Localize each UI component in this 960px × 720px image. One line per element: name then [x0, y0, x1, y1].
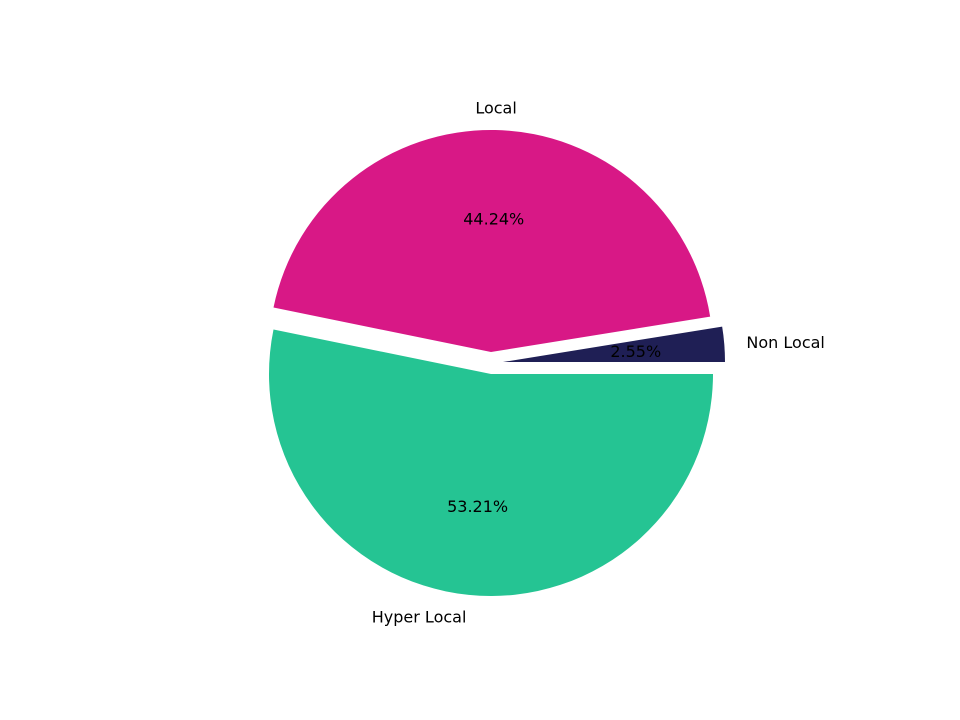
label-local: Local: [475, 98, 516, 117]
pct-label-local: 44.24%: [463, 209, 524, 228]
label-non-local: Non Local: [746, 333, 824, 352]
label-hyper-local: Hyper Local: [372, 607, 467, 626]
pct-label-non-local: 2.55%: [610, 342, 661, 361]
wedge-hyper-local: [269, 329, 713, 597]
wedge-non-local: [503, 326, 725, 362]
wedges: [269, 130, 725, 597]
pct-label-hyper-local: 53.21%: [447, 497, 508, 516]
wedge-local: [273, 130, 711, 352]
labels: Non Local 2.55% Local 44.24% Hyper Local 53.2…: [372, 98, 825, 626]
